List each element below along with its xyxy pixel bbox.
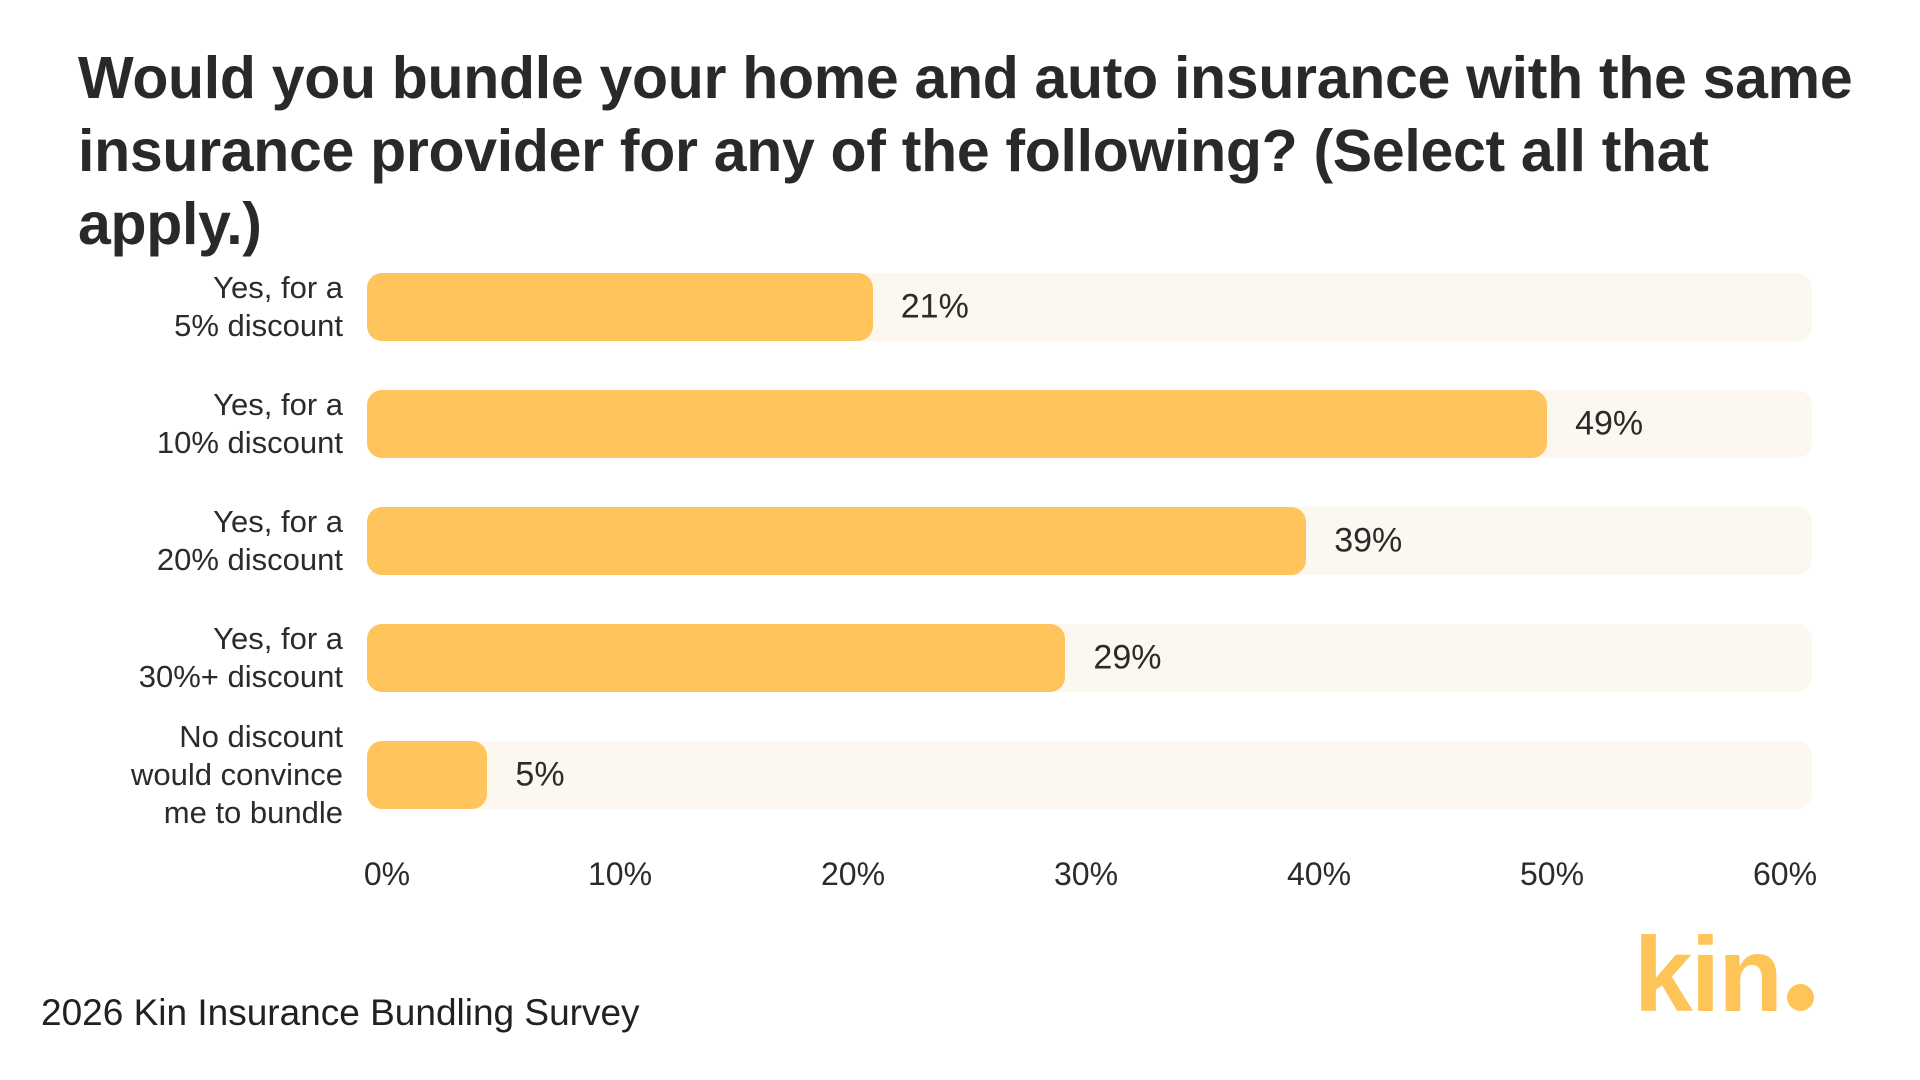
bar-fill — [367, 624, 1066, 692]
kin-logo-dot-icon — [1787, 984, 1814, 1011]
value-label: 49% — [1575, 404, 1644, 443]
bar-row: No discount would convince me to bundle 5% — [80, 719, 1812, 830]
bar-chart: Yes, for a 5% discount 21% Yes, for a 10% … — [80, 270, 1817, 898]
x-axis-tick: 50% — [1519, 856, 1585, 892]
x-axis-tick: 30% — [1053, 856, 1119, 892]
chart-title-line-2: insurance provider for any of the follow… — [78, 118, 1709, 258]
bar-fill — [367, 507, 1307, 575]
value-label: 21% — [900, 287, 969, 326]
x-axis-tick: 0% — [363, 856, 411, 892]
bar-fill — [367, 273, 873, 341]
kin-logo: kin — [1634, 922, 1814, 1032]
value-label: 29% — [1093, 638, 1162, 677]
bar-row: Yes, for a 20% discount 39% — [80, 504, 1812, 577]
bar-row: Yes, for a 5% discount 21% — [80, 270, 1812, 343]
bar-fill — [367, 390, 1548, 458]
x-axis-tick: 20% — [820, 856, 886, 892]
bar-row: Yes, for a 30%+ discount 29% — [80, 621, 1812, 694]
x-axis: 0% 10% 20% 30% 40% 50% 60% — [80, 856, 1817, 898]
x-axis-ticks: 0% 10% 20% 30% 40% 50% 60% — [364, 856, 1817, 898]
bar-track: 49% — [367, 390, 1812, 458]
bar-track: 5% — [367, 741, 1812, 809]
x-axis-tick: 60% — [1752, 856, 1818, 892]
category-label: Yes, for a 20% discount — [156, 504, 343, 577]
chart-title: Would you bundle your home and auto insu… — [78, 42, 1878, 261]
source-text: 2026 Kin Insurance Bundling Survey — [41, 992, 640, 1033]
value-label: 39% — [1334, 521, 1403, 560]
x-axis-tick: 40% — [1286, 856, 1352, 892]
category-label: Yes, for a 30%+ discount — [138, 621, 343, 694]
bar-track: 21% — [367, 273, 1812, 341]
value-label: 5% — [515, 755, 565, 794]
bar-track: 29% — [367, 624, 1812, 692]
kin-logo-text: kin — [1633, 916, 1783, 1034]
category-label: Yes, for a 5% discount — [174, 270, 343, 343]
chart-title-line-1: Would you bundle your home and auto insu… — [78, 45, 1853, 111]
x-axis-tick: 10% — [587, 856, 653, 892]
bar-fill — [367, 741, 488, 809]
bar-track: 39% — [367, 507, 1812, 575]
category-label: No discount would convince me to bundle — [131, 719, 343, 830]
bar-row: Yes, for a 10% discount 49% — [80, 387, 1812, 460]
category-label: Yes, for a 10% discount — [156, 387, 343, 460]
bar-rows: Yes, for a 5% discount 21% Yes, for a 10% … — [80, 270, 1812, 830]
